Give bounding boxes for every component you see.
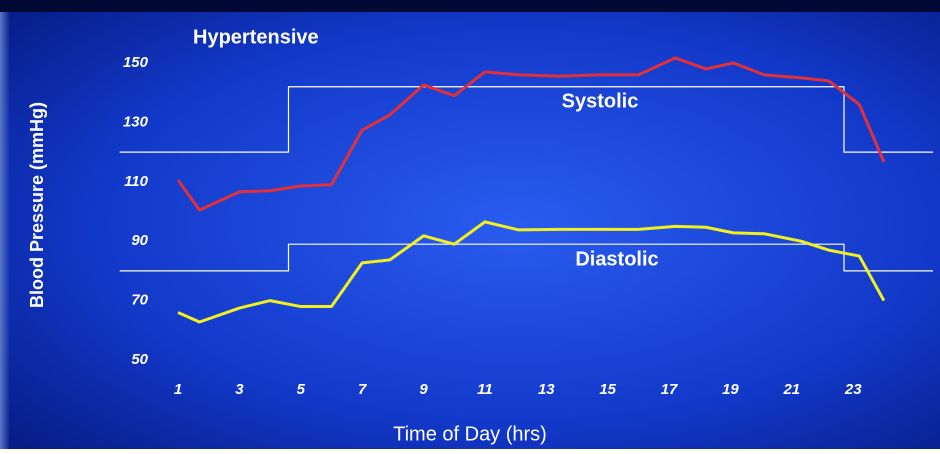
x-tick-label: 3 (235, 381, 244, 398)
x-tick-label: 23 (844, 381, 862, 398)
x-tick-label: 7 (358, 381, 367, 398)
top-border (0, 0, 940, 12)
x-tick-label: 15 (599, 381, 616, 398)
series-line (176, 56, 886, 212)
series-label: Systolic (562, 90, 639, 112)
y-tick-label: 70 (131, 292, 148, 309)
y-tick-label: 130 (123, 113, 149, 130)
x-tick-label: 19 (722, 381, 739, 398)
y-tick-label: 110 (124, 173, 149, 190)
x-tick-label: 17 (661, 381, 678, 398)
y-tick-label: 50 (131, 351, 148, 368)
chart-title: Hypertensive (193, 26, 319, 48)
x-tick-label: 5 (297, 381, 306, 398)
left-edge (0, 12, 10, 449)
x-tick-label: 9 (419, 381, 428, 398)
x-tick-label: 1 (174, 381, 182, 398)
y-tick-label: 150 (123, 54, 149, 71)
x-axis-label: Time of Day (hrs) (393, 423, 547, 445)
series-line (177, 220, 886, 324)
x-tick-label: 21 (782, 381, 800, 398)
series-label: Diastolic (575, 248, 658, 270)
threshold-line (119, 243, 933, 272)
x-tick-label: 11 (477, 381, 493, 398)
x-tick-label: 13 (538, 381, 555, 398)
y-axis-label: Blood Pressure (mmHg) (27, 102, 47, 308)
threshold-line (119, 86, 933, 153)
y-tick-label: 90 (131, 232, 148, 249)
